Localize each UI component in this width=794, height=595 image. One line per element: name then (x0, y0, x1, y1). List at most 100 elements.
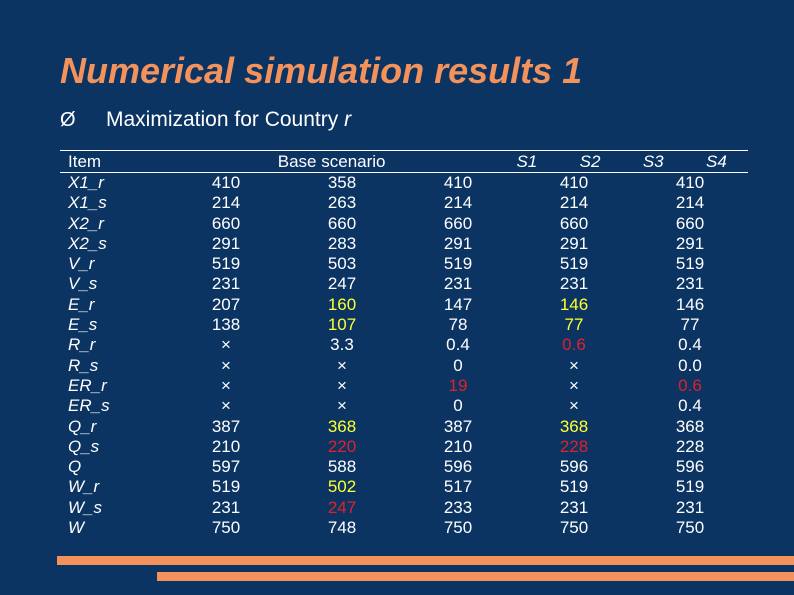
table-cell: 410 (675, 173, 705, 192)
row-item-label: W_s (68, 497, 102, 517)
table-cell: × (337, 396, 347, 416)
table-cell: 519 (211, 477, 241, 497)
table-header-rule (60, 172, 748, 173)
table-row: W_s 231 247 233 231 231 (60, 498, 748, 518)
table-cell: 387 (211, 416, 241, 436)
results-table-body: X1_r 410 358 410 410 410 X1_s 214 263 214 214 214 X2… (60, 173, 748, 538)
bullet-text: Maximization for Country (106, 108, 345, 131)
table-cell: 210 (443, 436, 473, 456)
row-item-label: W_r (68, 477, 100, 497)
table-cell: 0.4 (446, 335, 470, 355)
table-cell: × (569, 396, 579, 416)
row-item-label: V_s (68, 274, 98, 294)
table-cell: 519 (443, 254, 473, 274)
table-cell: 519 (559, 477, 589, 497)
table-cell: 660 (559, 213, 589, 233)
table-cell: 750 (559, 518, 589, 538)
row-item-label: X2_r (68, 213, 104, 233)
table-cell: 291 (211, 233, 241, 253)
table-cell: × (221, 375, 231, 395)
table-cell: × (337, 375, 347, 395)
table-cell: × (569, 375, 579, 395)
table-row: X1_r 410 358 410 410 410 (60, 173, 748, 193)
table-cell: 107 (327, 315, 357, 335)
table-cell: 247 (327, 497, 357, 517)
table-row: E_r 207 160 147 146 146 (60, 295, 748, 315)
table-cell: 291 (443, 233, 473, 253)
table-row: V_s 231 247 231 231 231 (60, 274, 748, 294)
table-cell: × (569, 355, 579, 375)
row-item-label: E_s (68, 315, 98, 335)
table-cell: 502 (327, 477, 357, 497)
row-item-label: R_r (68, 335, 96, 355)
table-cell: 503 (327, 254, 357, 274)
table-cell: 231 (559, 497, 589, 517)
table-cell: 228 (675, 436, 705, 456)
table-row: X1_s 214 263 214 214 214 (60, 193, 748, 213)
table-cell: 660 (675, 213, 705, 233)
table-cell: 368 (327, 416, 357, 436)
row-item-label: R_s (68, 355, 99, 375)
table-cell: 0.6 (562, 335, 586, 355)
table-row: W 750 748 750 750 750 (60, 518, 748, 538)
table-cell: 138 (211, 315, 241, 335)
table-cell: 231 (211, 497, 241, 517)
row-item-label: ER_r (68, 375, 107, 395)
slide-title: Numerical simulation results 1 (60, 50, 583, 91)
table-cell: 750 (443, 518, 473, 538)
table-cell: 596 (443, 457, 473, 477)
table-cell: 210 (211, 436, 241, 456)
table-cell: 517 (443, 477, 473, 497)
table-cell: 358 (327, 173, 357, 192)
arrow-bullet-icon: Ø (60, 109, 76, 131)
table-row: Q_r 387 368 387 368 368 (60, 417, 748, 437)
row-item-label: Q (68, 457, 82, 477)
header-s4: S4 (706, 152, 727, 171)
table-cell: 596 (675, 457, 705, 477)
table-cell: 291 (675, 233, 705, 253)
table-top-rule (60, 150, 748, 151)
table-row: R_r × 3.3 0.4 0.6 0.4 (60, 335, 748, 355)
table-cell: × (221, 396, 231, 416)
table-row: Q_s 210 220 210 228 228 (60, 437, 748, 457)
table-cell: 660 (443, 213, 473, 233)
table-cell: 231 (443, 274, 473, 294)
table-cell: 220 (327, 436, 357, 456)
row-item-label: E_r (68, 294, 95, 314)
table-cell: × (221, 335, 231, 355)
bullet-line: Ø Maximization for Country r (60, 108, 351, 132)
decorative-bar-upper (57, 556, 794, 565)
table-cell: 207 (211, 294, 241, 314)
table-cell: 146 (675, 294, 705, 314)
table-header-row: Item Base scenario S1 S2 S3 S4 (60, 151, 748, 172)
table-cell: 597 (211, 457, 241, 477)
table-row: R_s × × 0 × 0.0 (60, 356, 748, 376)
row-item-label: Q_r (68, 416, 97, 436)
table-cell: 214 (559, 193, 589, 213)
table-cell: 233 (443, 497, 473, 517)
table-cell: 247 (327, 274, 357, 294)
table-cell: 660 (327, 213, 357, 233)
table-cell: 283 (327, 233, 357, 253)
table-cell: 368 (559, 416, 589, 436)
header-s2: S2 (579, 152, 601, 171)
table-cell: 77 (564, 315, 584, 335)
table-cell: 0.6 (678, 375, 702, 395)
table-cell: 410 (559, 173, 589, 192)
table-cell: 146 (559, 294, 589, 314)
table-cell: 77 (680, 315, 700, 335)
row-item-label: X1_r (68, 173, 104, 192)
table-cell: 214 (443, 193, 473, 213)
table-cell: 410 (211, 173, 241, 192)
row-item-label: V_r (68, 254, 95, 274)
table-cell: 519 (559, 254, 589, 274)
table-cell: 596 (559, 457, 589, 477)
table-cell: 291 (559, 233, 589, 253)
header-base-scenario: Base scenario (277, 152, 386, 171)
table-cell: 231 (675, 497, 705, 517)
table-cell: 228 (559, 436, 589, 456)
table-cell: 410 (443, 173, 473, 192)
table-cell: 0.4 (678, 335, 702, 355)
table-cell: 519 (675, 254, 705, 274)
table-cell: 214 (675, 193, 705, 213)
